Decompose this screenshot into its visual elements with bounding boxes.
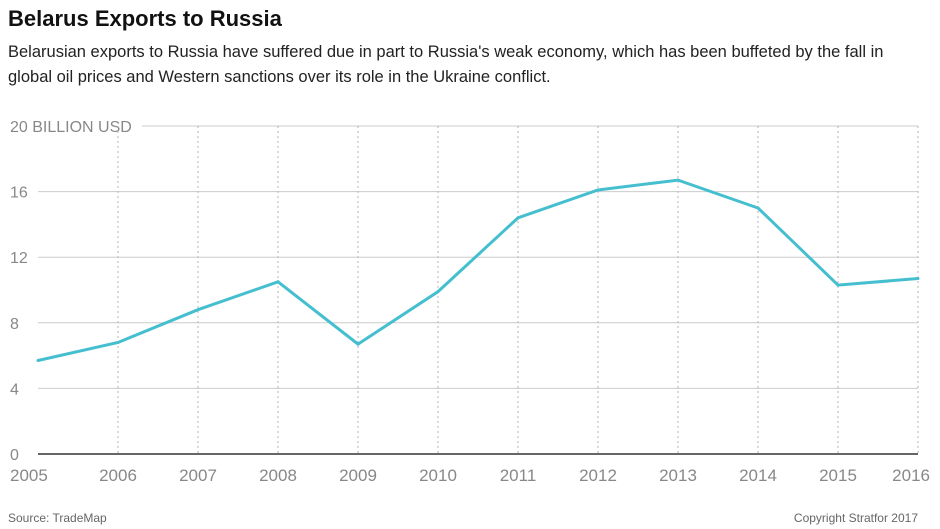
x-tick-label: 2005 xyxy=(10,466,48,485)
x-tick-label: 2006 xyxy=(99,466,137,485)
data-point xyxy=(756,206,760,210)
x-tick-label: 2016 xyxy=(892,466,930,485)
source-note: Source: TradeMap xyxy=(8,511,107,525)
x-tick-label: 2009 xyxy=(339,466,377,485)
series-line xyxy=(37,178,919,362)
data-point xyxy=(596,188,600,192)
data-point xyxy=(276,280,280,284)
copyright-note: Copyright Stratfor 2017 xyxy=(793,511,918,525)
x-tick-label: 2014 xyxy=(739,466,777,485)
y-tick-label: 12 xyxy=(10,250,28,267)
data-point xyxy=(836,283,840,287)
x-tick-label: 2013 xyxy=(659,466,697,485)
y-tick-label: 8 xyxy=(10,316,19,333)
line-chart: 0 4 8 12 16 20 BILLION USD 2005 2006 2007 2008 200… xyxy=(10,119,930,485)
chart-title: Belarus Exports to Russia xyxy=(8,6,282,31)
x-tick-label: 2015 xyxy=(819,466,857,485)
data-point xyxy=(116,340,120,344)
y-tick-label: 0 xyxy=(10,447,19,464)
chart-subtitle: Belarusian exports to Russia have suffer… xyxy=(8,43,884,86)
x-tick-label: 2012 xyxy=(579,466,617,485)
y-tick-label: 4 xyxy=(10,381,19,398)
y-tick-label: 16 xyxy=(10,185,28,202)
data-point xyxy=(356,342,360,346)
y-tick-label: 20 BILLION USD xyxy=(10,119,132,136)
data-point xyxy=(436,290,440,294)
x-tick-label: 2010 xyxy=(419,466,457,485)
data-point xyxy=(916,277,920,281)
data-point xyxy=(676,178,680,182)
data-point xyxy=(36,359,40,363)
data-point xyxy=(196,308,200,312)
data-point xyxy=(516,216,520,220)
x-tick-label: 2011 xyxy=(500,466,537,485)
x-tick-label: 2008 xyxy=(259,466,297,485)
x-tick-label: 2007 xyxy=(179,466,217,485)
